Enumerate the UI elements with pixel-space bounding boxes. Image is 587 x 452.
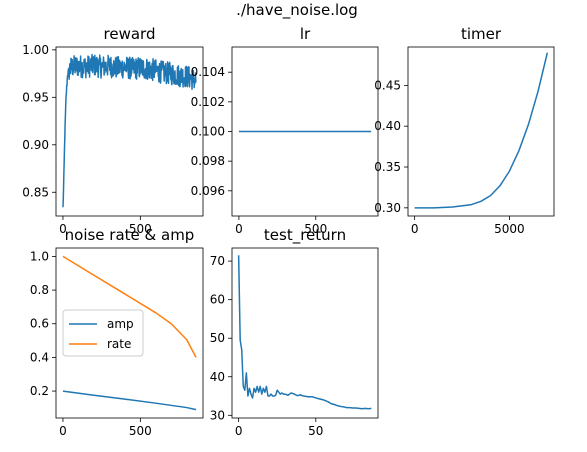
axes-frame [231,247,379,419]
legend: amp rate [62,309,144,357]
series-group [62,255,197,411]
y-tick-label: 30 [210,408,225,422]
y-tick-label: 0.40 [374,119,401,133]
y-tick-label: 0.8 [30,283,49,297]
y-tick-label: 0.95 [22,90,49,104]
y-tick-label: 0.90 [22,138,49,152]
series-group [414,52,549,209]
y-tick-label: 1.00 [22,43,49,57]
series-line [414,52,549,209]
panel-title: timer [461,25,502,43]
series-line [62,53,197,208]
panel-lr: lr 0 500 0.096 0.098 0.100 0.102 0.104 [191,25,379,236]
y-tick-label: 0.098 [191,154,225,168]
panel-reward: reward 0 500 0.85 0.90 0.95 1.00 [22,25,204,236]
axes-frame [55,247,204,419]
x-tick-label: 0 [235,424,243,438]
x-tick-label: 0 [411,222,419,236]
y-tick-label: 40 [210,370,225,384]
x-tick-label: 500 [304,222,327,236]
y-tick-label: 0.102 [191,95,225,109]
y-tick-label: 0.30 [374,201,401,215]
series-line-rate [62,255,197,358]
x-tick-label: 500 [129,222,152,236]
panel-timer: timer 0 5000 0.30 0.35 0.40 0.45 [374,25,555,236]
y-tick-label: 0.45 [374,78,401,92]
y-tick-label: 60 [210,293,225,307]
panel-noise: noise rate & amp 0 500 0.2 0.4 0.6 0.8 1.0 amp ra… [30,226,204,438]
x-tick-label: 500 [129,424,152,438]
y-tick-label: 1.0 [30,249,49,263]
y-tick-label: 0.100 [191,125,225,139]
panel-test_return: test_return 0 50 30 40 50 60 70 [210,226,379,438]
series-line [237,255,372,410]
legend-label-rate: rate [107,337,131,351]
x-tick-label: 0 [59,424,67,438]
legend-label-amp: amp [107,317,134,331]
x-tick-label: 0 [59,222,67,236]
x-tick-label: 5000 [494,222,525,236]
y-tick-label: 0.096 [191,184,225,198]
y-tick-label: 0.6 [30,317,49,331]
series-group [237,255,372,410]
y-tick-label: 0.104 [191,65,225,79]
y-tick-label: 50 [210,331,225,345]
y-tick-label: 0.85 [22,185,49,199]
x-tick-label: 50 [308,424,323,438]
x-tick-label: 0 [235,222,243,236]
figure-title: ./have_noise.log [236,1,358,20]
panel-title: lr [300,25,311,43]
axes-frame [55,46,204,217]
series-group [62,53,197,208]
series-line-amp [62,390,197,411]
panel-title: test_return [264,226,346,245]
axes-frame [407,46,555,217]
y-tick-label: 0.35 [374,160,401,174]
y-tick-label: 0.4 [30,350,49,364]
y-tick-label: 0.2 [30,384,49,398]
panel-title: noise rate & amp [65,226,195,244]
y-tick-label: 70 [210,254,225,268]
panel-title: reward [104,25,156,43]
